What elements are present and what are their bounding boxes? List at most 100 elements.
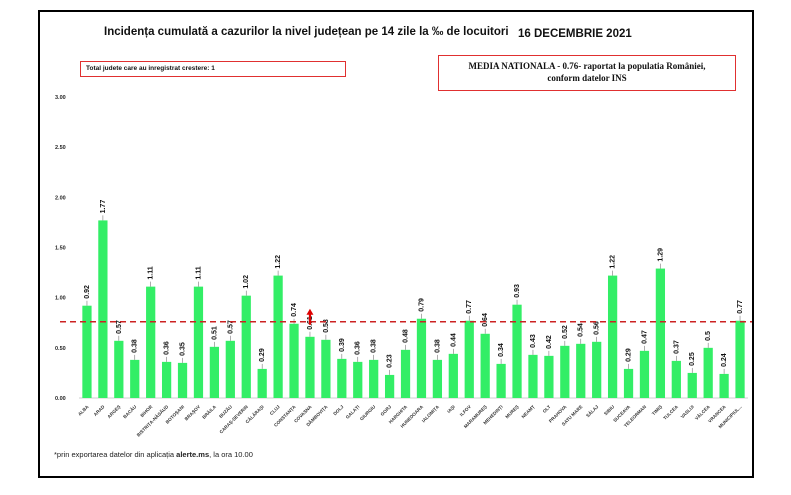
data-label: 0.5: [705, 331, 712, 341]
y-tick-label: 1.00: [55, 296, 66, 302]
data-label: 0.74: [291, 303, 298, 317]
data-label: 0.56: [594, 321, 601, 335]
x-tick-label: MUREȘ: [504, 404, 520, 420]
data-label: 1.22: [610, 255, 617, 269]
bar: [592, 341, 602, 398]
bar: [544, 355, 554, 398]
footnote: *prin exportarea datelor din aplicația a…: [54, 450, 253, 459]
bar: [416, 318, 427, 398]
footnote-suffix: , la ora 10.00: [209, 450, 253, 459]
bar: [464, 320, 474, 398]
data-label: 1.11: [195, 266, 202, 279]
bar: [400, 349, 411, 398]
bar: [161, 361, 172, 398]
bar: [655, 268, 666, 398]
data-label: 0.42: [546, 335, 553, 349]
national-average-line2: conform datelor INS: [547, 73, 627, 83]
bar: [687, 372, 697, 398]
data-label: 0.48: [403, 329, 410, 343]
data-label: 0.64: [482, 313, 489, 327]
bar: [512, 304, 522, 398]
x-tick-label: IALOMIȚA: [421, 404, 441, 424]
bar: [639, 350, 650, 398]
x-tick-label: SIBIU: [603, 404, 616, 417]
national-average-box: MEDIA NATIONALA - 0.76- raportat la popu…: [438, 55, 736, 91]
y-tick-label: 3.00: [55, 95, 66, 101]
x-tick-label: ALBA: [77, 404, 90, 417]
data-label: 0.51: [211, 326, 218, 340]
footnote-prefix: *prin exportarea datelor din aplicația: [54, 450, 177, 459]
data-label: 0.79: [418, 298, 425, 312]
data-label: 0.58: [323, 319, 330, 333]
x-tick-label: OLT: [542, 404, 552, 414]
y-tick-label: 1.50: [55, 246, 66, 252]
x-tick-label: NEAMȚ: [521, 404, 536, 419]
increase-count-box: Total judete care au inregistrat crester…: [80, 61, 346, 77]
bar: [353, 361, 363, 398]
bar: [671, 360, 681, 398]
report-date: 16 DECEMBRIE 2021: [518, 28, 632, 40]
footnote-source: alerte.ms: [176, 450, 210, 459]
y-tick-label: 2.50: [55, 145, 66, 151]
bar: [114, 340, 124, 398]
data-label: 0.34: [498, 343, 505, 357]
data-label: 0.29: [259, 348, 266, 362]
x-tick-label: BIHOR: [139, 404, 153, 418]
increase-arrow-icon: [306, 308, 314, 315]
x-tick-label: IAȘI: [446, 404, 457, 415]
data-label: 1.02: [243, 275, 250, 289]
bar: [305, 336, 315, 398]
data-label: 0.38: [132, 339, 139, 353]
bar: [480, 333, 490, 398]
bar: [257, 368, 267, 398]
bar: [337, 358, 347, 398]
data-label: 0.93: [514, 284, 521, 298]
bar: [528, 354, 538, 398]
data-label: 0.47: [641, 330, 648, 344]
chart-title: Incidența cumulată a cazurilor la nivel …: [104, 26, 509, 38]
bar: [560, 345, 570, 398]
x-tick-label: VASLUI: [680, 404, 695, 419]
x-tick-label: ARAD: [93, 404, 106, 417]
x-tick-label: ILFOV: [459, 404, 473, 418]
x-tick-label: TULCEA: [662, 404, 679, 421]
data-label: 1.77: [100, 200, 107, 214]
x-tick-label: BRAȘOV: [184, 404, 203, 423]
x-tick-label: GORJ: [380, 404, 393, 417]
data-label: 0.38: [371, 339, 378, 353]
data-label: 1.22: [275, 255, 282, 269]
bar: [209, 346, 220, 398]
bar: [369, 359, 379, 398]
data-label: 0.24: [721, 353, 728, 367]
data-label: 0.43: [530, 334, 537, 348]
x-tick-label: TIMIȘ: [651, 404, 664, 417]
x-tick-label: GIURGIU: [359, 404, 377, 422]
bar: [82, 305, 92, 398]
bar: [289, 323, 299, 398]
bar: [321, 339, 331, 398]
x-tick-label: CLUJ: [269, 404, 281, 416]
data-label: 0.39: [339, 338, 346, 352]
data-label: 1.11: [148, 266, 155, 279]
bar: [130, 359, 140, 398]
bar: [448, 353, 458, 398]
bar: [241, 295, 251, 398]
bar: [98, 220, 108, 398]
data-label: 0.37: [673, 340, 680, 354]
bar: [384, 374, 395, 398]
bar: [607, 275, 618, 398]
data-label: 0.57: [116, 320, 123, 334]
x-tick-label: BRĂILA: [201, 403, 218, 420]
data-label: 0.54: [578, 323, 585, 337]
chart-frame: [38, 10, 754, 478]
data-label: 0.77: [466, 300, 473, 314]
y-tick-label: 0.00: [55, 396, 66, 402]
bar: [177, 362, 188, 398]
bar: [719, 373, 729, 398]
x-tick-label: SĂLAJ: [584, 403, 599, 418]
x-tick-label: BUZĂU: [217, 403, 233, 419]
data-label: 0.29: [626, 348, 633, 362]
bar: [576, 343, 586, 398]
data-label: 0.36: [164, 341, 171, 355]
